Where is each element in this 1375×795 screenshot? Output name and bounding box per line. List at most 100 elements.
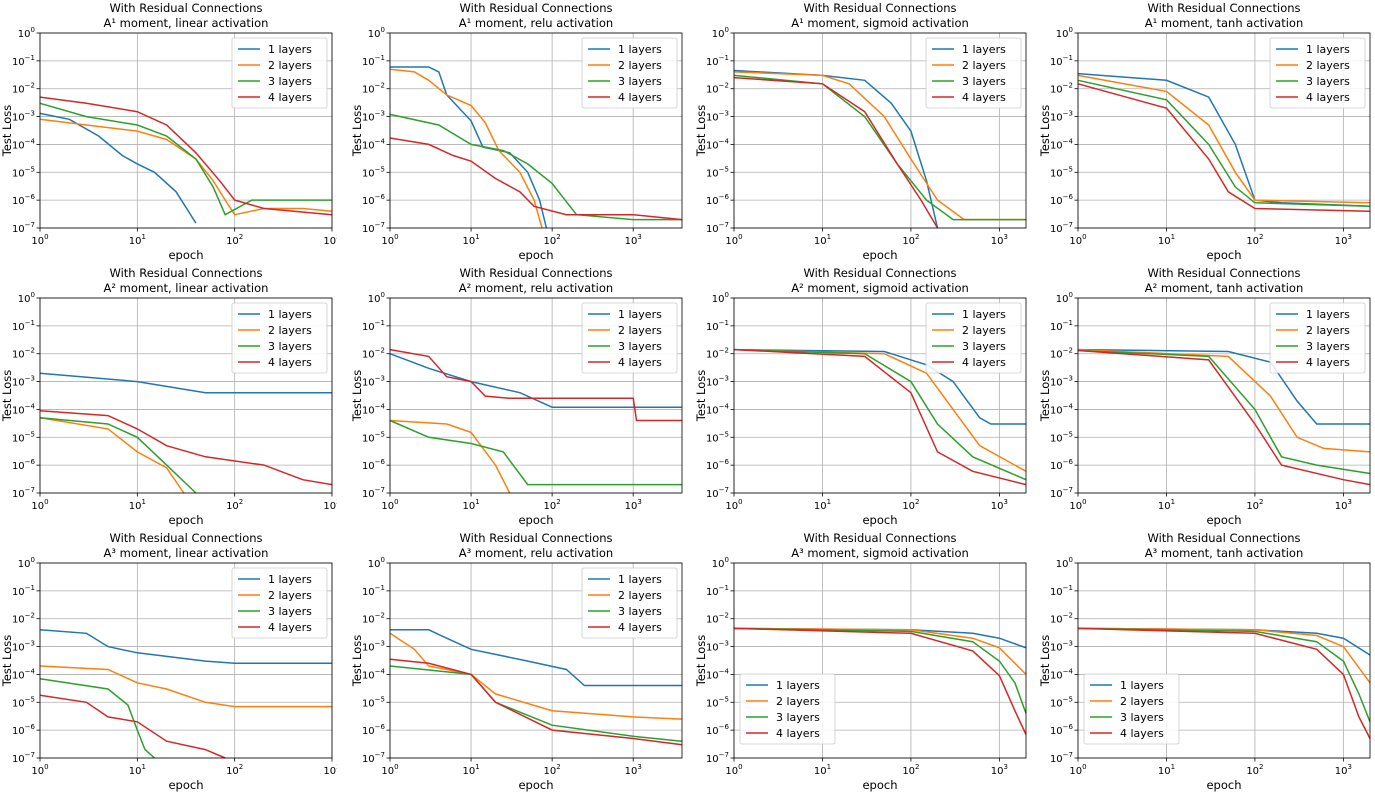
y-tick-label: 100 xyxy=(368,291,385,305)
chart-title: With Residual Connections xyxy=(109,531,262,545)
y-tick-label: 10−3 xyxy=(362,375,385,389)
y-tick-label: 10−3 xyxy=(12,640,35,654)
legend-label: 1 layers xyxy=(1120,679,1164,692)
y-tick-label: 10−4 xyxy=(1050,402,1074,416)
x-axis-label: epoch xyxy=(518,513,553,527)
y-axis-label: Test Loss xyxy=(1038,105,1052,158)
legend-label: 4 layers xyxy=(268,91,312,104)
y-tick-label: 100 xyxy=(712,26,729,40)
y-tick-label: 10−2 xyxy=(706,612,729,626)
legend-label: 2 layers xyxy=(1306,59,1350,72)
y-tick-label: 100 xyxy=(368,26,385,40)
series-line-1 xyxy=(733,348,1026,425)
chart-title: With Residual Connections xyxy=(459,531,612,545)
y-axis-label: Test Loss xyxy=(0,370,14,423)
y-tick-label: 10−5 xyxy=(1050,165,1073,179)
x-tick-label: 101 xyxy=(462,763,479,777)
y-tick-label: 100 xyxy=(1056,26,1073,40)
legend-label: 4 layers xyxy=(268,621,312,634)
x-tick-label: 102 xyxy=(902,233,919,247)
legend-label: 3 layers xyxy=(268,605,312,618)
series-line-4 xyxy=(39,694,226,759)
y-tick-label: 10−7 xyxy=(706,486,729,500)
plot-frame xyxy=(389,562,683,759)
y-tick-label: 10−1 xyxy=(362,319,385,333)
y-tick-label: 10−3 xyxy=(1050,640,1073,654)
y-tick-label: 100 xyxy=(712,291,729,305)
chart-title: With Residual Connections xyxy=(803,266,956,280)
y-tick-label: 10−5 xyxy=(706,430,729,444)
y-tick-label: 10−7 xyxy=(362,486,385,500)
series-line-1 xyxy=(1077,72,1371,208)
y-tick-label: 10−3 xyxy=(706,640,729,654)
legend-label: 1 layers xyxy=(618,573,662,586)
legend: 1 layers 2 layers 3 layers 4 layers xyxy=(581,37,678,109)
legend-label: 2 layers xyxy=(268,59,312,72)
x-axis-label: epoch xyxy=(862,778,897,792)
x-tick-label: 100 xyxy=(1069,233,1086,247)
y-tick-label: 10−5 xyxy=(362,695,385,709)
chart-subtitle: A³ moment, tanh activation xyxy=(1145,546,1304,560)
legend-label: 2 layers xyxy=(618,59,662,72)
series-line-4 xyxy=(1077,349,1371,486)
y-tick-label: 10−1 xyxy=(706,584,729,598)
legend-label: 1 layers xyxy=(962,308,1006,321)
y-tick-label: 10−7 xyxy=(1050,751,1073,765)
chart-title: With Residual Connections xyxy=(109,1,262,15)
legend-label: 3 layers xyxy=(962,340,1006,353)
legend: 1 layers 2 layers 3 layers 4 layers xyxy=(581,567,678,639)
chart-subtitle: A³ moment, sigmoid activation xyxy=(791,546,969,560)
legend-label: 1 layers xyxy=(268,573,312,586)
y-axis-label: Test Loss xyxy=(350,105,364,158)
series-line-1 xyxy=(39,629,332,665)
y-tick-label: 10−3 xyxy=(362,110,385,124)
legend-label: 3 layers xyxy=(1120,711,1164,724)
legend-label: 2 layers xyxy=(776,695,820,708)
y-tick-label: 10−6 xyxy=(706,723,730,737)
y-tick-label: 10−4 xyxy=(706,667,730,681)
x-tick-label: 102 xyxy=(902,498,919,512)
y-axis-label: Test Loss xyxy=(0,635,14,688)
x-tick-label: 101 xyxy=(814,498,831,512)
y-tick-label: 10−4 xyxy=(362,137,386,151)
series-line-2 xyxy=(1077,348,1371,453)
legend: 1 layers 2 layers 3 layers 4 layers xyxy=(231,302,328,374)
y-tick-label: 10−6 xyxy=(1050,458,1074,472)
chart-subtitle: A¹ moment, relu activation xyxy=(459,16,613,30)
plot-frame xyxy=(733,297,1027,494)
y-tick-label: 10−3 xyxy=(706,110,729,124)
x-axis-label: epoch xyxy=(168,513,203,527)
chart-title: With Residual Connections xyxy=(1147,266,1300,280)
y-tick-label: 100 xyxy=(18,291,35,305)
x-tick-label: 102 xyxy=(1246,498,1263,512)
series-line-3 xyxy=(733,348,1027,481)
legend-label: 2 layers xyxy=(268,324,312,337)
series-line-4 xyxy=(389,348,682,422)
series-line-3 xyxy=(389,419,682,486)
series-line-3 xyxy=(39,102,332,216)
legend-label: 4 layers xyxy=(962,356,1006,369)
series-line-3 xyxy=(389,113,682,221)
legend-label: 2 layers xyxy=(618,589,662,602)
y-tick-label: 10−1 xyxy=(362,584,385,598)
series-line-4 xyxy=(733,627,1027,735)
y-tick-label: 100 xyxy=(18,26,35,40)
x-tick-label: 101 xyxy=(129,498,146,512)
plot-frame xyxy=(39,32,333,229)
y-axis-label: Test Loss xyxy=(694,105,708,158)
x-tick-label: 100 xyxy=(31,763,48,777)
legend-label: 3 layers xyxy=(268,340,312,353)
y-axis-label: Test Loss xyxy=(1038,370,1052,423)
legend-label: 3 layers xyxy=(962,75,1006,88)
y-tick-label: 10−6 xyxy=(362,723,386,737)
chart-subtitle: A² moment, relu activation xyxy=(459,281,613,295)
y-tick-label: 10−6 xyxy=(706,458,730,472)
y-tick-label: 10−7 xyxy=(706,221,729,235)
series-line-2 xyxy=(1077,74,1371,204)
x-axis-label: epoch xyxy=(862,248,897,262)
y-tick-label: 10−7 xyxy=(1050,221,1073,235)
